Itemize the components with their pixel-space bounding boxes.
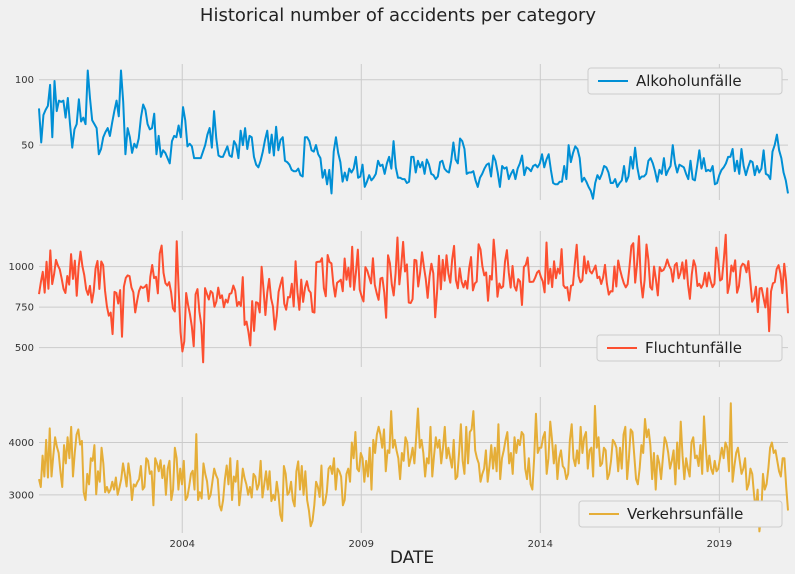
x-tick-label: 2009 [349,539,374,550]
legend-2: Fluchtunfälle [596,334,783,362]
legend-label: Verkehrsunfälle [627,505,743,523]
y-tick-label: 50 [21,141,34,152]
series-line-2 [38,233,789,364]
subplot-3: 2004 2009 2014 2019 3000 4000 Verkehrsunfälle [9,397,789,550]
subplots: 50 100 Alkoholunfälle 500 750 1000 Fluchtunfäl… [9,64,789,550]
y-tick-label: 1000 [9,262,34,273]
series-line-1 [38,69,789,200]
legend-3: Verkehrsunfälle [578,500,783,528]
y-tick-label: 500 [15,343,34,354]
legend-box [578,500,783,528]
legend-box [587,67,783,95]
subplot-1: 50 100 Alkoholunfälle [15,64,789,200]
x-axis-label: DATE [390,548,434,568]
x-tick-label: 2014 [528,539,553,550]
legend-label: Alkoholunfälle [636,72,742,90]
y-tick-label: 750 [15,303,34,314]
figure-title: Historical number of accidents per categ… [200,5,596,26]
x-tick-label: 2004 [170,539,195,550]
legend-1: Alkoholunfälle [587,67,783,95]
subplot-2: 500 750 1000 Fluchtunfälle [9,231,789,367]
y-tick-label: 3000 [9,490,34,501]
x-tick-label: 2019 [707,539,732,550]
legend-box [596,334,783,362]
y-tick-label: 4000 [9,438,34,449]
y-tick-label: 100 [15,75,34,86]
series-line-3 [38,402,789,533]
legend-label: Fluchtunfälle [645,339,742,357]
